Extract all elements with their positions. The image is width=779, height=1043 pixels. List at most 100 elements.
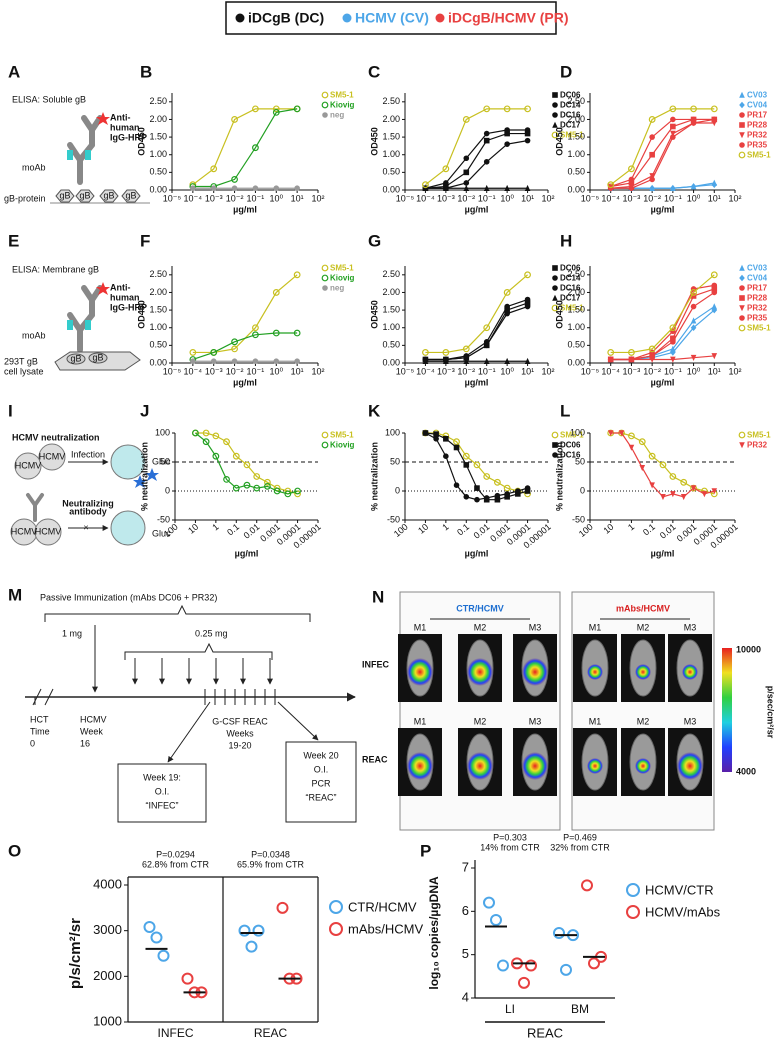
data-point [463,462,470,468]
legend-label: iDCgB (DC) [248,10,324,26]
x-tick-label: 10⁻⁴ [416,366,435,376]
data-point [669,473,677,480]
data-point [581,879,593,892]
y-tick-label: 0.50 [382,340,400,350]
x-axis-label: µg/ml [233,204,257,214]
y-tick-label: 2000 [93,968,122,983]
chart: 0.00 0.50 1.00 1.50 2.00 2.50 10⁻⁵ 10⁻⁴ 10⁻³ 10⁻²… [369,91,584,215]
data-point [433,436,439,442]
data-point [525,959,537,972]
legend-dot [342,13,352,23]
annotation: P=0.469 [563,832,597,842]
legend-label: PR17 [747,284,768,293]
cell [110,444,146,480]
legend-label: HCMV/mAbs [645,904,721,919]
legend-label: DC17 [560,294,581,303]
data-point [711,286,718,292]
data-point [443,436,449,442]
legend-dot [235,13,245,23]
y-tick-label: 0.00 [149,357,167,367]
data-point [680,478,688,486]
x-tick-label: 10² [311,193,324,203]
data-point [524,137,531,144]
data-point [690,120,697,126]
panel-label: F [140,231,150,250]
series-line [425,305,528,361]
timeline-diagram: Passive Immunization (mAbs DC06 + PR32) … [25,592,357,823]
x-tick-label: 1 [626,522,636,533]
legend-marker [738,431,746,439]
data-point [588,957,600,970]
hrp-star [96,282,110,295]
panel-labels: A B C D E F G H I J K L M N O P [8,62,572,860]
data-point [422,357,429,365]
data-point [524,488,531,494]
legend-marker [552,112,558,118]
data-point [263,478,271,486]
y-tick-label: 0.50 [567,340,585,350]
data-point [453,482,460,489]
x-tick-label: 10⁻³ [623,193,641,203]
x-tick-label: 1 [440,522,450,533]
virion [34,518,62,546]
bracket [124,642,273,660]
x-tick-label: 10¹ [708,193,721,203]
y-tick-label: 2.50 [567,96,585,106]
y-tick-label: 0 [395,485,400,495]
data-point [690,116,697,123]
legend-marker [552,265,558,271]
x-tick-label: 10² [728,193,741,203]
legend-marker [739,122,745,128]
annotation: P=0.303 [493,832,527,842]
y-axis-label: OD450 [369,300,379,329]
x-tick-label: 10⁻² [643,366,661,376]
data-point [504,491,510,497]
gb-blob [66,353,86,365]
annotation: 62.8% from CTR [142,859,210,869]
y-tick-label: 4 [462,989,469,1004]
group-title: CTR/HCMV [456,603,504,613]
data-point [711,181,718,189]
y-axis-label: % neutralization [139,442,149,511]
signal [677,752,703,780]
series-line [425,129,528,189]
data-point [607,181,615,189]
x-axis-label: µg/ml [465,204,489,214]
y-tick-label: 1.00 [567,322,585,332]
y-tick-label: 50 [390,456,400,466]
y-tick-label: 1000 [93,1013,122,1028]
box-text: O.I. [155,786,170,796]
signal [407,752,433,780]
panel-label: G [368,231,381,250]
virion-label: HCMV [39,451,66,461]
data-point [422,430,429,436]
data-point [493,478,501,486]
legend-label: DC14 [560,274,581,283]
data-point [711,116,718,123]
x-tick-label: 0.1 [225,522,241,538]
x-tick-label: 10¹ [521,193,534,203]
y-tick-label: 1.50 [149,131,167,141]
signal [407,658,433,686]
virion-label: HCMV [11,526,38,536]
panel-label: A [8,62,20,81]
y-tick-label: 2.00 [567,287,585,297]
x-tick-label: 10⁻³ [437,193,455,203]
x-tick-label: 10 [186,522,200,536]
legend-label: mAbs/HCMV [348,921,423,936]
legend-marker [739,91,745,98]
x-tick-label: 10⁻⁴ [184,193,203,203]
panel-label: N [372,587,384,606]
data-point [483,342,490,349]
x-tick-label: 10⁰ [687,193,701,203]
x-tick-label: INFEC [158,1026,194,1040]
y-tick-label: 0.00 [567,184,585,194]
x-tick-label: 10⁻⁴ [416,193,435,203]
data-point [143,921,156,934]
data-point [192,429,199,437]
x-tick-label: 10⁻² [226,366,244,376]
legend-marker [321,91,329,99]
data-point [210,185,217,192]
x-axis-label: µg/ml [651,377,675,387]
